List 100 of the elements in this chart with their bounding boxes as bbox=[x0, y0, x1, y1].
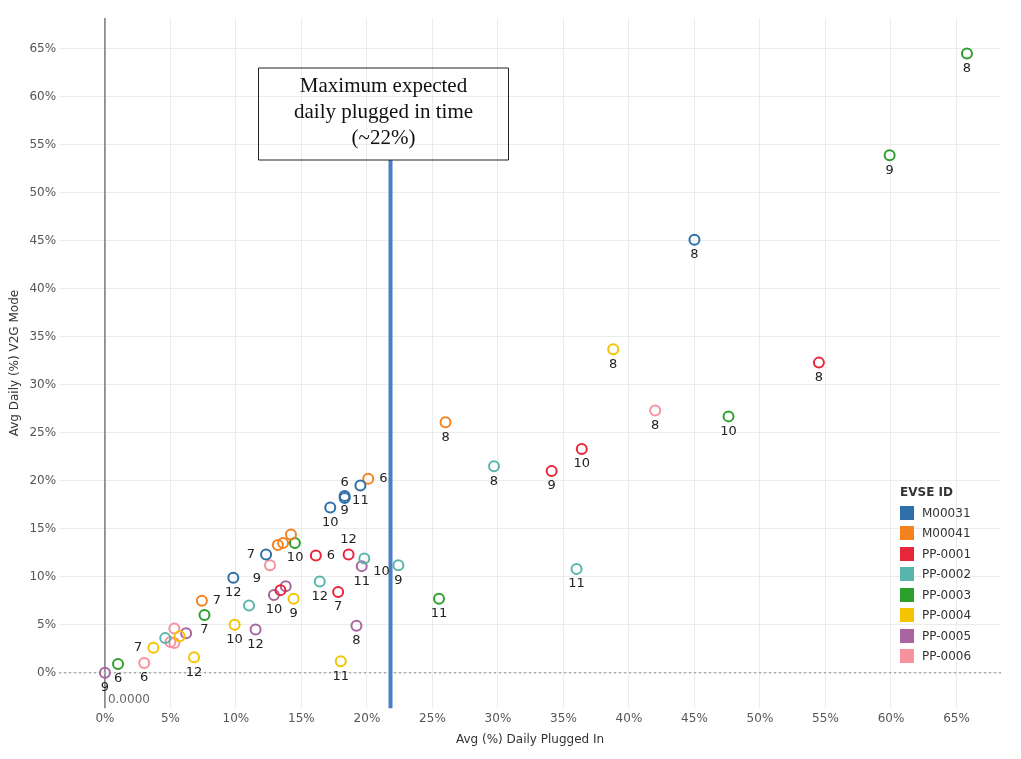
legend-label: PP-0006 bbox=[922, 649, 972, 664]
point bbox=[274, 584, 287, 597]
annotation: 11 bbox=[332, 667, 350, 683]
point bbox=[722, 410, 735, 423]
legend-label: PP-0003 bbox=[922, 587, 972, 602]
annotation: 9 bbox=[289, 605, 298, 621]
point bbox=[249, 623, 262, 636]
point bbox=[147, 641, 160, 654]
point bbox=[488, 460, 501, 473]
legend-label: PP-0002 bbox=[922, 567, 972, 582]
annotation: 8 bbox=[814, 369, 824, 384]
x-tick-label: 45% bbox=[681, 710, 708, 725]
annotation: 8 bbox=[489, 472, 499, 488]
y-tick-label: 25% bbox=[29, 424, 57, 439]
y-tick-label: 20% bbox=[29, 472, 57, 487]
annotation: 8 bbox=[441, 428, 450, 444]
annotation: 8 bbox=[651, 416, 660, 432]
point bbox=[243, 599, 256, 612]
annotation: 7 bbox=[333, 598, 343, 614]
annotation: 7 bbox=[134, 639, 143, 655]
point bbox=[138, 657, 151, 670]
annotation: 12 bbox=[225, 584, 242, 600]
point bbox=[362, 472, 375, 485]
annotation: 8 bbox=[962, 59, 972, 75]
ref-line-label: Maximum expected daily plugged in time (~22%) bbox=[293, 73, 474, 150]
point bbox=[812, 356, 825, 369]
legend-label: PP-0004 bbox=[922, 608, 972, 623]
point bbox=[355, 560, 368, 573]
y-tick-label: 60% bbox=[29, 88, 57, 103]
x-tick-label: 25% bbox=[419, 710, 446, 725]
annotation: 6 bbox=[113, 670, 123, 686]
point bbox=[570, 563, 583, 576]
point bbox=[334, 655, 347, 668]
point bbox=[354, 479, 367, 492]
point bbox=[173, 630, 186, 643]
annotation: 6 bbox=[326, 546, 336, 562]
point bbox=[228, 618, 241, 631]
annotation: 9 bbox=[252, 569, 261, 585]
point bbox=[324, 501, 337, 514]
point bbox=[649, 404, 662, 417]
point bbox=[188, 651, 201, 664]
y-tick-label: 40% bbox=[29, 280, 57, 295]
annotation: 12 bbox=[311, 587, 329, 603]
point bbox=[164, 635, 177, 648]
x-tick-label: 60% bbox=[877, 710, 905, 725]
point bbox=[271, 539, 284, 552]
point bbox=[883, 149, 896, 162]
point bbox=[168, 636, 181, 649]
y-tick-label: 30% bbox=[29, 376, 57, 391]
x-tick-label: 15% bbox=[288, 710, 315, 725]
point bbox=[960, 47, 973, 60]
y-tick-label: 65% bbox=[29, 40, 57, 55]
y-tick-label: 45% bbox=[29, 232, 57, 247]
y-tick-label: 55% bbox=[29, 136, 57, 151]
annotation: 10 bbox=[286, 549, 304, 565]
x-tick-label: 10% bbox=[222, 710, 250, 725]
point bbox=[313, 575, 326, 588]
ref-line-label: 0.0000 bbox=[107, 692, 150, 707]
annotation: 8 bbox=[352, 632, 361, 648]
y-tick-label: 5% bbox=[37, 616, 57, 631]
legend-label: PP-0001 bbox=[922, 546, 972, 561]
annotation: 10 bbox=[265, 601, 283, 617]
point bbox=[112, 658, 125, 671]
point bbox=[98, 666, 111, 679]
x-tick-label: 40% bbox=[615, 710, 643, 725]
annotation: 9 bbox=[394, 571, 403, 587]
y-tick-label: 35% bbox=[29, 328, 57, 343]
legend-label: M00031 bbox=[922, 505, 971, 520]
point bbox=[227, 571, 240, 584]
annotation: 10 bbox=[373, 562, 390, 578]
point bbox=[159, 632, 172, 645]
annotation: 11 bbox=[352, 491, 369, 507]
point bbox=[545, 465, 558, 478]
y-tick-label: 15% bbox=[29, 520, 57, 535]
annotation: 9 bbox=[547, 477, 556, 493]
annotation: 6 bbox=[140, 669, 149, 685]
point bbox=[575, 443, 588, 456]
point bbox=[392, 559, 405, 572]
annotation: 10 bbox=[573, 455, 591, 471]
annotation: 6 bbox=[379, 470, 388, 486]
annotation: 11 bbox=[430, 605, 448, 621]
x-tick-label: 50% bbox=[746, 710, 774, 725]
point bbox=[342, 548, 355, 561]
y-tick-label: 50% bbox=[29, 184, 57, 199]
point bbox=[260, 548, 273, 561]
annotation: 7 bbox=[246, 545, 256, 561]
point bbox=[195, 594, 208, 607]
point bbox=[287, 592, 300, 605]
point bbox=[198, 609, 211, 622]
annotation: 10 bbox=[720, 422, 737, 438]
annotation: 11 bbox=[568, 575, 585, 591]
annotation: 9 bbox=[100, 679, 110, 695]
annotation: 11 bbox=[353, 572, 370, 588]
point bbox=[168, 622, 181, 635]
point bbox=[309, 549, 322, 562]
x-tick-label: 55% bbox=[812, 710, 839, 725]
point bbox=[288, 537, 301, 550]
point bbox=[350, 619, 363, 632]
point bbox=[439, 416, 452, 429]
annotation: 9 bbox=[340, 502, 349, 518]
